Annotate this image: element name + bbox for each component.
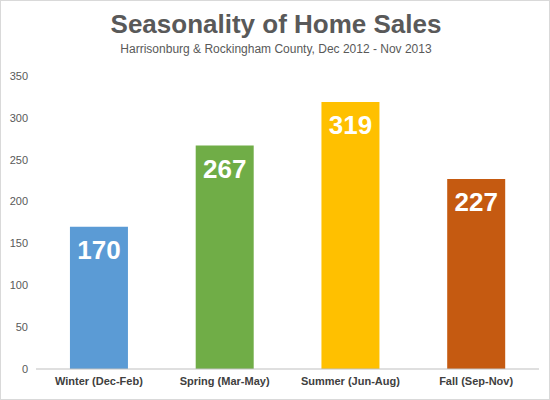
svg-text:Fall (Sep-Nov): Fall (Sep-Nov) — [439, 375, 513, 387]
html-text:Seasonality of Home Sales: Seasonality of Home Sales — [110, 9, 442, 39]
svg-text:Spring (Mar-May): Spring (Mar-May) — [180, 375, 270, 387]
svg-text:170: 170 — [77, 235, 120, 265]
svg-text:50: 50 — [16, 321, 28, 333]
svg-text:267: 267 — [203, 154, 246, 184]
svg-text:227: 227 — [455, 187, 498, 217]
svg-text:319: 319 — [329, 110, 372, 140]
svg-text:Winter (Dec-Feb): Winter (Dec-Feb) — [55, 375, 143, 387]
svg-text:300: 300 — [10, 112, 28, 124]
svg-text:100: 100 — [10, 279, 28, 291]
svg-text:350: 350 — [10, 70, 28, 82]
svg-text:150: 150 — [10, 237, 28, 249]
html-text:Harrisonburg & Rockingham Coun: Harrisonburg & Rockingham County, Dec 20… — [120, 42, 432, 56]
svg-text:0: 0 — [22, 363, 28, 375]
svg-text:200: 200 — [10, 195, 28, 207]
svg-text:Summer (Jun-Aug): Summer (Jun-Aug) — [301, 375, 400, 387]
svg-text:250: 250 — [10, 154, 28, 166]
